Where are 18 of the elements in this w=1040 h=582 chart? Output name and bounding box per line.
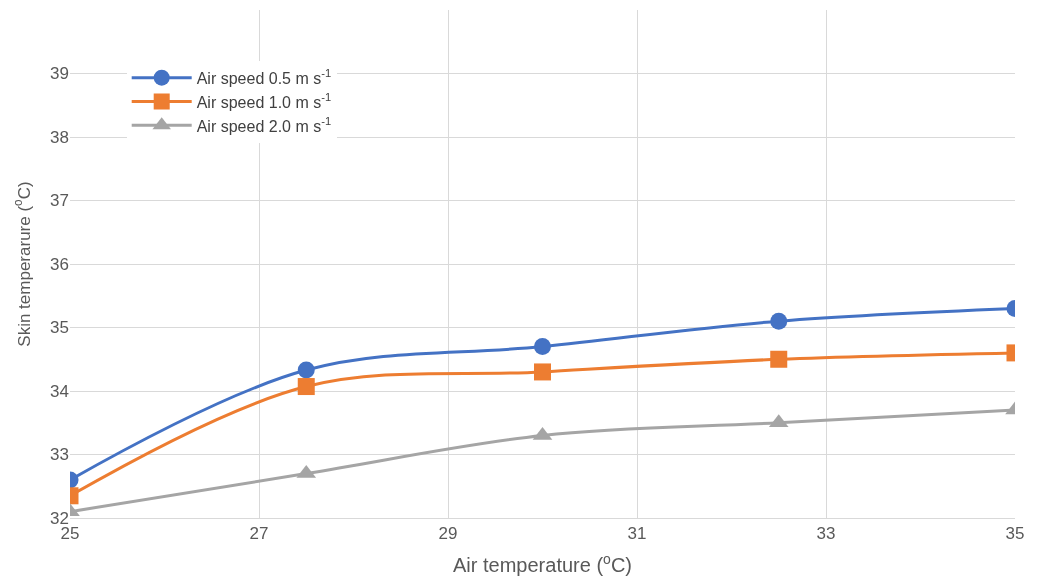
legend-label: Air speed 2.0 m s$^{-1}$ [196,114,332,135]
y-tick-label: 37 [50,191,69,211]
x-tick-label: 35 [1005,524,1025,544]
x-tick-label: 29 [438,524,458,544]
legend-label: Air speed 1.0 m s$^{-1}$ [196,91,332,111]
y-tick-label: 35 [50,318,69,338]
y-tick-label: 33 [50,445,69,465]
y-tick-label: 34 [50,381,69,401]
x-tick-label: 27 [249,524,269,544]
y-tick-label: 36 [50,254,69,274]
x-tick-label: 33 [816,524,836,544]
x-axis-title: Air temperature ($^{o}$C) [453,550,632,576]
point [534,363,551,381]
point [534,338,551,356]
legend-label: Air speed 0.5 m s$^{-1}$ [196,67,332,87]
x-tick-label: 31 [627,524,647,544]
y-tick-label: 38 [50,127,69,147]
y-tick-label: 39 [50,64,69,84]
